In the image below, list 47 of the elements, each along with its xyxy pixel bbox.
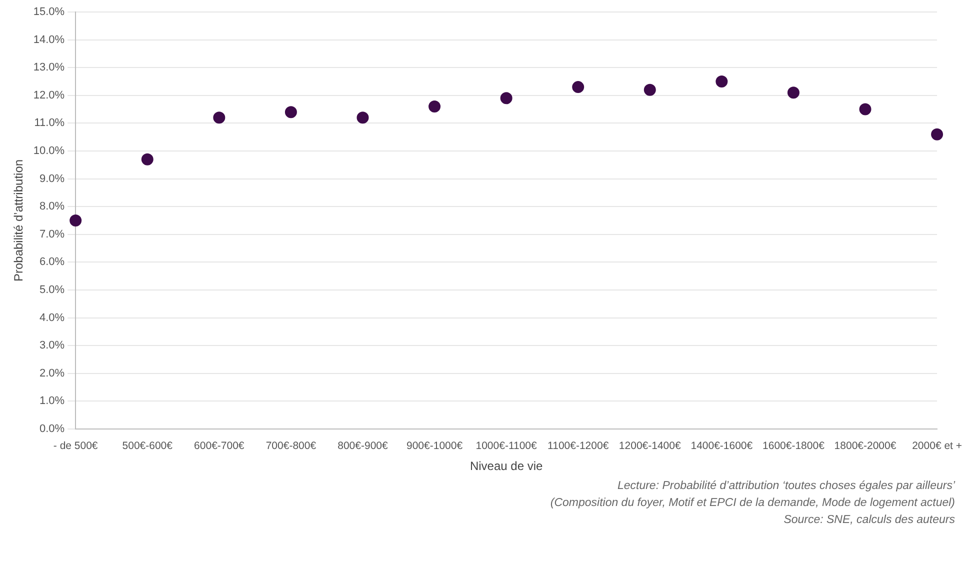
x-axis-title: Niveau de vie [470,459,543,474]
x-tick-label: 1600€-1800€ [762,440,825,452]
x-tick-label: 600€-700€ [194,440,244,452]
x-tick-label: - de 500€ [53,440,98,452]
x-tick-label: 1000€-1100€ [476,440,538,452]
point [572,81,584,94]
x-tick-label: 1400€-1600€ [690,440,753,452]
x-tick-label: 1100€-1200€ [548,440,609,452]
y-tick-label: 2.0% [40,367,65,380]
point [716,76,728,88]
y-tick-label: 8.0% [40,200,65,213]
x-tick-label: 1200€-1400€ [618,440,681,452]
point [787,86,800,99]
x-tick-label: 500€-600€ [122,440,173,452]
x-tick-label: 800€-900€ [338,440,388,452]
source-note: Source: SNE, calculs des auteurs [782,513,955,528]
point [644,84,656,96]
y-tick-label: 1.0% [40,395,65,408]
point [141,153,154,166]
point [70,214,82,226]
y-tick-label: 12.0% [33,89,65,102]
text: (Composition du foyer, Motif et EPCI de la demande, Mode de logement actuel) [550,496,955,511]
x-tick-label: 700€-800€ [266,440,316,452]
point [500,92,512,104]
y-tick-label: 9.0% [40,172,65,185]
point [859,103,872,116]
y-tick-label: 14.0% [33,34,65,46]
x-tick-label: 900€-1000€ [406,440,463,452]
y-tick-label: 7.0% [40,228,65,240]
y-axis-title: Probabilité d’attribution [12,159,26,282]
y-tick-label: 3.0% [40,340,65,352]
point [213,112,226,124]
y-tick-label: 5.0% [40,284,65,296]
point [428,100,441,113]
y-tick-label: 13.0% [33,62,65,74]
x-tick-label: 1800€-2000€ [834,440,896,452]
y-tick-label: 10.0% [33,145,65,158]
point [931,128,944,140]
y-tick-label: 4.0% [40,312,65,324]
y-tick-label: 6.0% [40,256,65,268]
y-tick-label: 15.0% [33,6,65,18]
text: Lecture: Probabilité d’attribution ‘toutes choses égales par ailleurs’ [616,479,955,494]
point [356,112,369,124]
y-tick-label: 0.0% [40,423,65,436]
point [284,106,297,118]
y-tick-label: 11.0% [34,117,65,130]
x-tick-label: 2000€ et + [912,440,962,452]
